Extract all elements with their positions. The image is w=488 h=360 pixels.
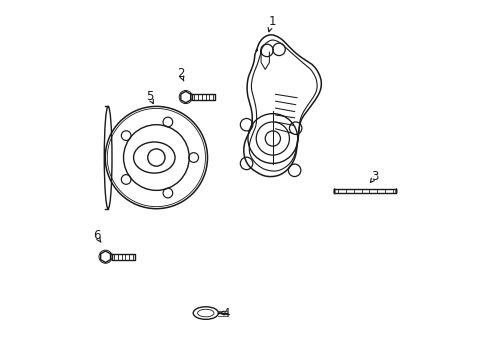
Text: 1: 1 (268, 14, 275, 27)
Text: 3: 3 (371, 170, 378, 183)
Text: 4: 4 (223, 307, 230, 320)
Text: 6: 6 (93, 229, 100, 243)
Text: 5: 5 (145, 90, 153, 103)
Text: 2: 2 (177, 67, 184, 80)
